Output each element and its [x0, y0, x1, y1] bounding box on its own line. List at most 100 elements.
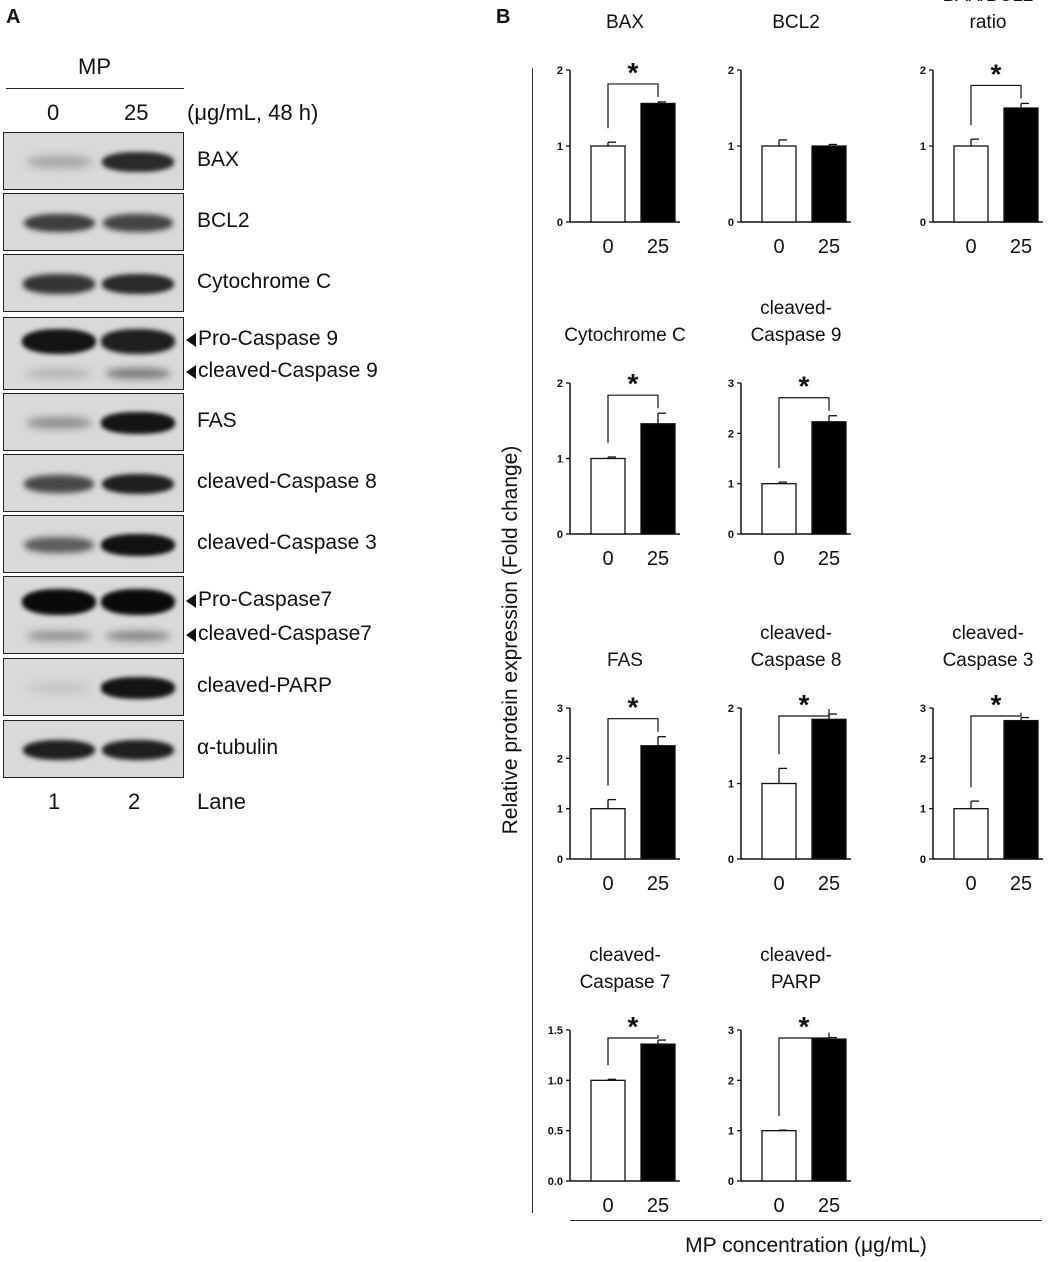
bar-chart: 0 1 2 0 25 *	[557, 368, 680, 570]
protein-band	[101, 473, 175, 495]
chart-title-line: Caspase 8	[750, 650, 842, 671]
chart-title-line: BCL2	[772, 12, 820, 33]
y-tick-label: 0	[557, 529, 563, 541]
significance-marker: *	[799, 371, 810, 402]
blot-label-upper: Pro-Caspase 9	[198, 327, 339, 351]
y-tick-label: 2	[728, 703, 734, 715]
protein-band	[23, 475, 95, 493]
significance-bracket	[970, 84, 1022, 126]
y-tick-label: 2	[728, 428, 734, 440]
y-tick-label: 2	[557, 65, 563, 77]
x-tick-label: 25	[1010, 873, 1032, 895]
significance-bracket	[607, 83, 659, 129]
x-tick-label: 25	[818, 236, 840, 258]
blot-strip	[3, 576, 184, 654]
blot-strip	[3, 720, 184, 778]
chart-title: cleaved- Caspase 8	[711, 620, 881, 674]
blot-label: cleaved-Caspase 3	[197, 531, 377, 554]
y-tick-label: 2	[557, 753, 563, 765]
bar-treated	[640, 423, 676, 535]
dose-0-label: 0	[47, 100, 60, 125]
x-tick-label: 0	[773, 1195, 784, 1217]
bar-chart: 0 1 2 3 0 25 *	[557, 692, 680, 895]
bar-chart: 0.0 0.5 1.0 1.5 0 25 *	[548, 1011, 680, 1217]
bar-chart: 0 1 2 0 25	[728, 65, 851, 258]
x-tick-label: 0	[773, 548, 784, 570]
y-tick-label: 0	[920, 854, 926, 866]
dose-unit-label: (μg/mL, 48 h)	[187, 100, 319, 125]
y-tick-label: 1	[728, 1126, 734, 1138]
x-tick-label: 0	[965, 873, 976, 895]
blot-label: α-tubulin	[197, 736, 279, 759]
protein-band-lower	[27, 631, 91, 642]
y-tick-label: 1	[557, 454, 563, 466]
bar-treated	[811, 145, 847, 223]
significance-marker: *	[628, 368, 639, 399]
blot-strip	[3, 132, 184, 190]
shared-x-axis-label: MP concentration (μg/mL)	[685, 1234, 927, 1257]
y-tick-label: 0	[557, 854, 563, 866]
y-tick-label: 1	[557, 804, 563, 816]
x-tick-label: 0	[602, 236, 613, 258]
band-arrow-icon	[186, 593, 196, 608]
y-tick-label: 1	[728, 479, 734, 491]
x-tick-label: 25	[1010, 236, 1032, 258]
y-tick-label: 1	[920, 804, 926, 816]
chart-title: Cytochrome C	[540, 322, 710, 349]
bar-control	[761, 782, 797, 860]
bar-control	[761, 1130, 797, 1182]
blot-strip	[3, 393, 184, 451]
blot-label-lower: cleaved-Caspase 9	[198, 359, 378, 383]
chart-title-line: Caspase 3	[942, 650, 1034, 671]
chart-title: FAS	[540, 647, 710, 674]
shared-y-axis-line	[532, 68, 533, 1213]
bar-treated	[811, 718, 847, 860]
chart-title-line: Cytochrome C	[564, 325, 686, 346]
lane-1-label: 1	[48, 789, 61, 814]
protein-band-lower	[106, 368, 170, 379]
chart-title-line: BAX	[605, 12, 645, 33]
panel-b-letter: B	[496, 6, 511, 28]
treatment-underline	[6, 88, 184, 89]
protein-band-upper	[101, 329, 175, 354]
protein-band	[26, 156, 92, 168]
treatment-label: MP	[78, 54, 111, 79]
blot-strip	[3, 515, 184, 573]
protein-band-upper	[22, 588, 96, 615]
x-tick-label: 0	[602, 1195, 613, 1217]
bar-control	[590, 457, 626, 535]
protein-band	[23, 274, 95, 294]
lane-label: Lane	[197, 789, 246, 814]
chart-title-line: cleaved-	[760, 623, 832, 644]
chart-title-line: FAS	[607, 650, 643, 671]
chart-title-line: BAX/BCL2	[903, 0, 1059, 9]
y-tick-label: 0.5	[548, 1126, 563, 1138]
protein-band	[24, 536, 94, 554]
y-tick-label: 2	[920, 753, 926, 765]
bar-chart: 0 1 2 3 0 25 *	[920, 689, 1043, 895]
y-tick-label: 3	[728, 378, 734, 390]
y-tick-label: 1.5	[548, 1025, 563, 1037]
bar-control	[590, 1079, 626, 1182]
y-tick-label: 0	[728, 854, 734, 866]
protein-band-upper	[22, 328, 96, 354]
protein-band	[25, 416, 93, 430]
y-tick-label: 1	[920, 141, 926, 153]
chart-title-line: ratio	[969, 12, 1007, 33]
y-tick-label: 2	[557, 378, 563, 390]
y-tick-label: 1	[728, 779, 734, 791]
chart-title: cleaved- Caspase 3	[903, 620, 1059, 674]
y-tick-label: 0	[557, 217, 563, 229]
x-tick-label: 25	[818, 873, 840, 895]
blot-label: Cytochrome C	[197, 270, 332, 293]
bar-chart: 0 1 2 0 25 *	[557, 57, 680, 258]
bar-control	[953, 145, 989, 223]
blot-strip	[3, 317, 184, 390]
band-arrow-icon	[186, 365, 196, 380]
bar-treated	[1003, 107, 1039, 223]
x-tick-label: 25	[647, 873, 669, 895]
significance-bracket	[607, 1035, 659, 1066]
bar-control	[761, 145, 797, 223]
x-tick-label: 0	[965, 236, 976, 258]
x-tick-label: 25	[818, 1195, 840, 1217]
